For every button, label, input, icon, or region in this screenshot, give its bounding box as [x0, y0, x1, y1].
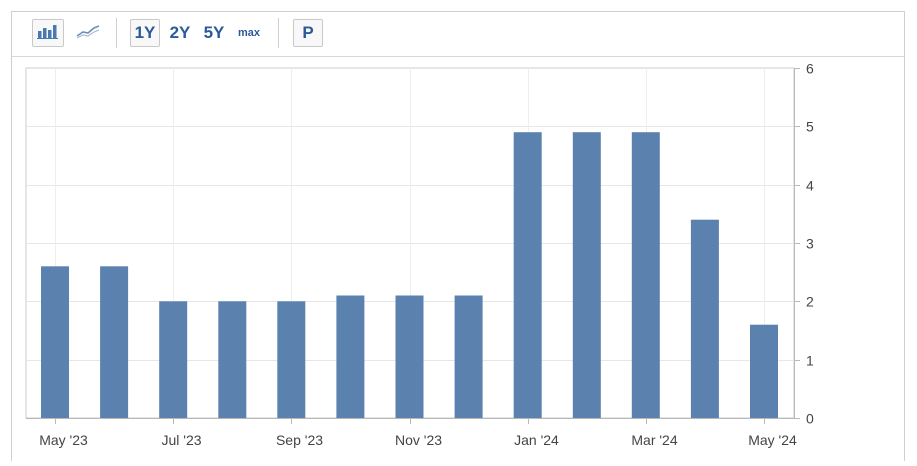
y-tick-label: 5 — [806, 119, 814, 135]
chart-toolbar: 1Y 2Y 5Y max P — [12, 12, 904, 57]
bar-chart-button[interactable] — [32, 19, 64, 47]
line-chart-button[interactable] — [72, 19, 104, 47]
line-chart-icon — [76, 23, 100, 44]
range-5y-button[interactable]: 5Y — [203, 23, 225, 42]
range-1y-button[interactable]: 1Y — [130, 19, 160, 47]
bar[interactable] — [395, 295, 424, 419]
bar[interactable] — [750, 324, 778, 418]
p-button[interactable]: P — [293, 19, 323, 47]
range-max-button[interactable]: max — [237, 27, 261, 39]
bar[interactable] — [454, 295, 483, 419]
x-tick-label: May '24 — [748, 432, 797, 448]
bar[interactable] — [277, 301, 306, 418]
bar[interactable] — [690, 219, 719, 418]
bar[interactable] — [159, 301, 188, 418]
y-tick-label: 3 — [806, 236, 814, 252]
bar[interactable] — [572, 132, 601, 418]
x-tick-label: Mar '24 — [631, 432, 677, 448]
x-tick-label: Sep '23 — [276, 432, 323, 448]
toolbar-separator — [116, 18, 117, 48]
range-2y-button[interactable]: 2Y — [169, 23, 191, 42]
bar-chart-icon — [37, 23, 59, 44]
x-tick-label: Jan '24 — [514, 432, 559, 448]
bar[interactable] — [631, 132, 660, 418]
x-tick-label: Jul '23 — [161, 432, 201, 448]
y-tick-label: 4 — [806, 178, 814, 194]
y-tick-label: 0 — [806, 411, 814, 427]
y-tick-label: 2 — [806, 294, 814, 310]
bar[interactable] — [100, 266, 129, 418]
bar[interactable] — [336, 295, 365, 419]
bar[interactable] — [218, 301, 247, 418]
y-tick-label: 6 — [806, 61, 814, 77]
bar[interactable] — [41, 266, 69, 418]
x-tick-label: May '23 — [39, 432, 88, 448]
y-tick-label: 1 — [806, 353, 814, 369]
toolbar-separator — [278, 18, 279, 48]
bar[interactable] — [513, 132, 542, 418]
x-tick-label: Nov '23 — [395, 432, 442, 448]
